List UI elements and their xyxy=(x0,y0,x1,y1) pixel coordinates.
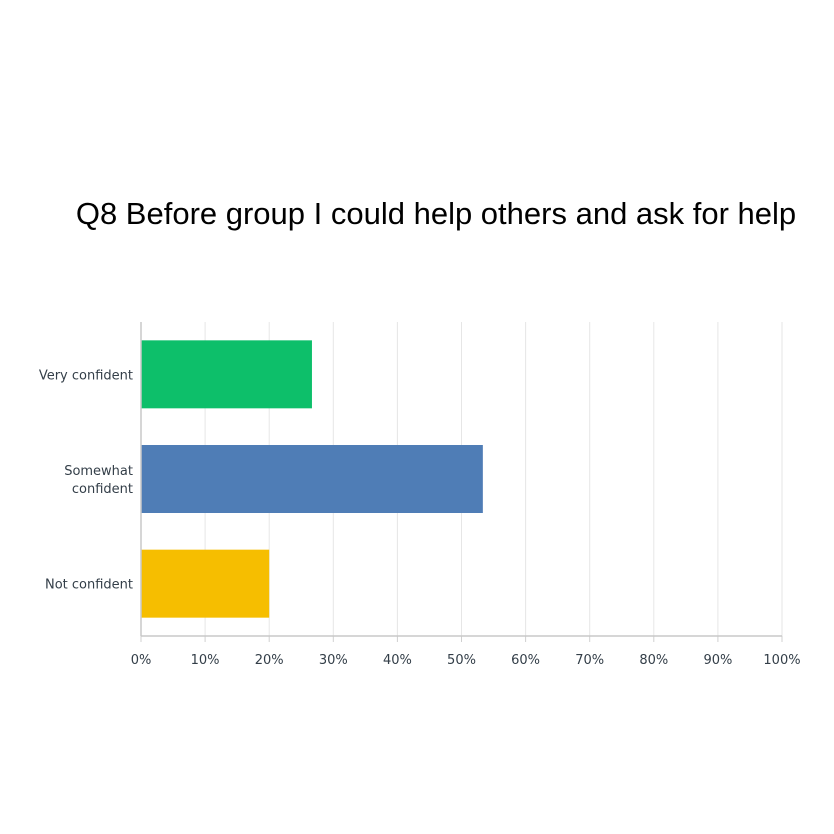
category-label: Very confident xyxy=(39,368,133,383)
x-tick-label: 20% xyxy=(255,653,284,668)
chart-title: Q8 Before group I could help others and … xyxy=(75,196,797,231)
category-label: Somewhat confident xyxy=(64,464,133,497)
bar-not-confident xyxy=(141,549,270,618)
axes xyxy=(140,322,782,637)
x-tick-label: 50% xyxy=(447,653,476,668)
x-tick-label: 0% xyxy=(131,653,152,668)
category-label: Not confident xyxy=(45,578,133,593)
x-tick-label: 100% xyxy=(763,653,800,668)
x-tick-label: 80% xyxy=(639,653,668,668)
bars xyxy=(141,340,483,618)
x-tick-label: 60% xyxy=(511,653,540,668)
x-tick-label: 10% xyxy=(191,653,220,668)
bar-somewhat-confident xyxy=(141,445,483,513)
bar-very-confident xyxy=(141,340,312,409)
x-tick-label: 70% xyxy=(575,653,604,668)
x-tick-label: 40% xyxy=(383,653,412,668)
category-labels: Very confident Somewhat confident Not confi… xyxy=(39,368,133,592)
x-tick-label: 90% xyxy=(703,653,732,668)
x-tick-labels: 0% 10% 20% 30% 40% 50% 60% 70% 80% 90% 100% xyxy=(131,653,801,668)
x-tick-label: 30% xyxy=(319,653,348,668)
